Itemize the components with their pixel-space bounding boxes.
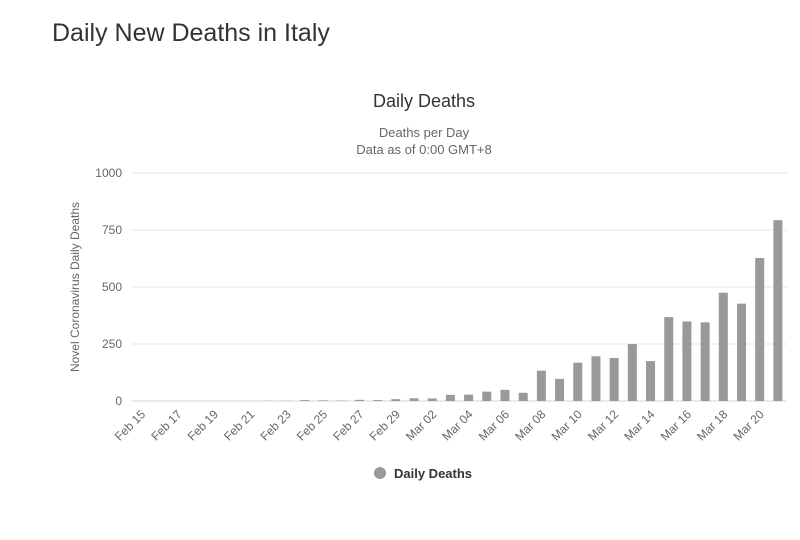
bar-mar-10[interactable] [573,362,583,401]
bar-mar-20[interactable] [755,258,765,401]
y-tick-label: 750 [102,223,122,237]
x-tick-label: Feb 27 [330,407,367,444]
bar-mar-11[interactable] [591,356,601,401]
bar-series [263,220,783,401]
bar-feb-24[interactable] [300,400,310,401]
x-tick-label: Feb 17 [148,407,185,444]
x-tick-label: Feb 25 [294,407,331,444]
bar-mar-19[interactable] [737,303,747,401]
bar-mar-12[interactable] [609,357,619,401]
bar-mar-01[interactable] [409,398,419,401]
bar-mar-15[interactable] [664,317,674,401]
bar-mar-07[interactable] [518,392,528,401]
x-tick-label: Feb 29 [367,407,404,444]
x-tick-label: Mar 10 [549,407,586,444]
chart-subtitle-line-1: Deaths per Day [379,125,470,140]
legend-marker-icon [374,467,386,479]
x-tick-label: Mar 20 [731,407,768,444]
bar-feb-27[interactable] [354,399,364,401]
x-tick-label: Mar 06 [476,407,513,444]
page-title: Daily New Deaths in Italy [52,19,330,47]
y-axis-ticks: 0 250 500 750 1000 [95,166,122,408]
x-tick-label: Feb 23 [257,407,294,444]
bar-feb-25[interactable] [318,400,328,401]
x-tick-label: Mar 18 [694,407,731,444]
y-tick-label: 1000 [95,166,122,180]
x-tick-label: Mar 12 [585,407,622,444]
bar-mar-14[interactable] [646,361,656,401]
x-tick-label: Mar 16 [658,407,695,444]
bar-mar-18[interactable] [718,292,728,401]
x-tick-label: Feb 19 [185,407,222,444]
chart-subtitle-line-2: Data as of 0:00 GMT+8 [356,142,491,157]
y-tick-label: 0 [115,394,122,408]
x-tick-label: Mar 14 [621,407,658,444]
bar-feb-29[interactable] [391,399,401,401]
bar-mar-16[interactable] [682,321,692,401]
bar-mar-17[interactable] [700,322,710,401]
x-tick-label: Feb 21 [221,407,258,444]
chart-title: Daily Deaths [373,91,475,111]
bar-mar-09[interactable] [555,378,565,401]
legend-item[interactable]: Daily Deaths [374,466,472,481]
bar-mar-04[interactable] [464,394,474,401]
grid-lines [132,172,787,402]
x-axis-ticks: Feb 15 Feb 17 Feb 19 Feb 21 Feb 23 Feb 25 Feb … [112,407,767,444]
bar-mar-02[interactable] [427,398,437,401]
y-tick-label: 500 [102,280,122,294]
bar-mar-03[interactable] [445,394,455,401]
bar-mar-08[interactable] [536,370,546,401]
x-tick-label: Mar 02 [403,407,440,444]
bar-mar-13[interactable] [627,344,637,401]
bar-mar-21[interactable] [773,220,783,401]
y-axis-title: Novel Coronavirus Daily Deaths [68,202,82,372]
x-tick-label: Mar 04 [439,407,476,444]
legend-label: Daily Deaths [394,466,472,481]
bar-mar-05[interactable] [482,391,492,401]
y-tick-label: 250 [102,337,122,351]
bar-feb-28[interactable] [373,400,383,401]
x-tick-label: Mar 08 [512,407,549,444]
x-tick-label: Feb 15 [112,407,149,444]
bar-mar-06[interactable] [500,389,510,401]
